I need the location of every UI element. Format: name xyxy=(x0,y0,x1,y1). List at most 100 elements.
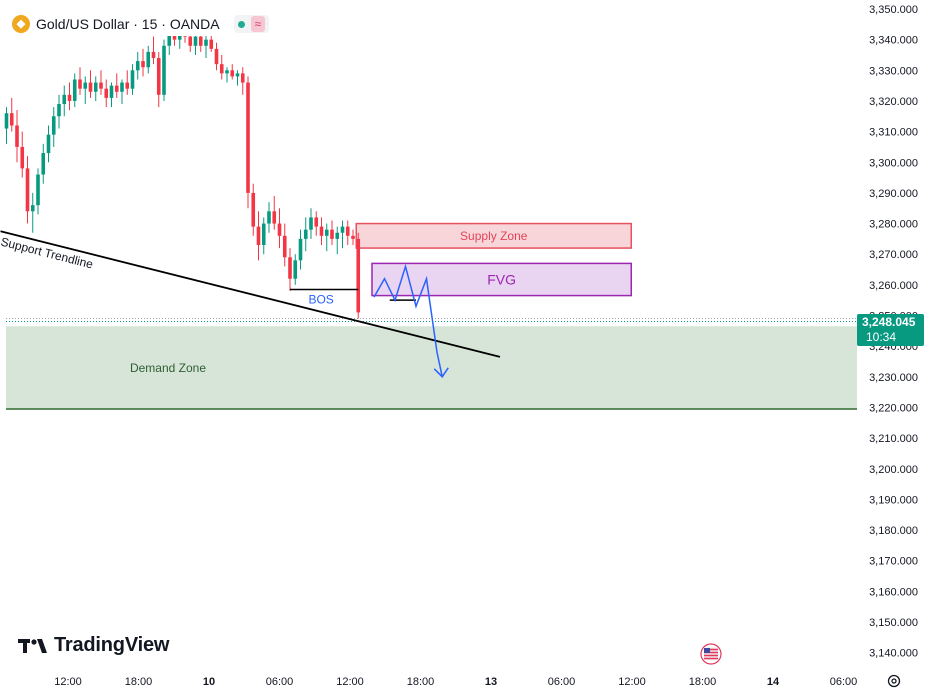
price-tick-label: 3,150.000 xyxy=(869,617,918,629)
candle-body xyxy=(330,229,334,239)
tradingview-logo[interactable]: TradingView xyxy=(18,634,169,657)
candle[interactable] xyxy=(230,64,235,80)
candle[interactable] xyxy=(57,94,61,129)
candle[interactable] xyxy=(36,168,40,215)
candle[interactable] xyxy=(109,82,114,108)
last-price-tag: 3,248.045 10:34 xyxy=(857,314,924,346)
candle[interactable] xyxy=(314,211,319,236)
candle-body xyxy=(282,235,287,258)
candle[interactable] xyxy=(25,156,30,224)
candle-body xyxy=(114,85,119,92)
gear-icon[interactable] xyxy=(886,673,902,689)
projection-arrowhead xyxy=(433,367,449,378)
candle[interactable] xyxy=(246,76,250,209)
candle[interactable] xyxy=(272,195,277,230)
candle-body xyxy=(204,39,208,46)
time-tick-label: 12:00 xyxy=(618,676,646,688)
price-tick-label: 3,170.000 xyxy=(869,556,918,568)
candle[interactable] xyxy=(256,211,261,261)
bos-label: BOS xyxy=(308,292,333,306)
candle[interactable] xyxy=(67,82,72,111)
us-flag-icon[interactable] xyxy=(700,643,722,665)
candle[interactable] xyxy=(30,192,35,233)
candle[interactable] xyxy=(141,48,145,77)
candle[interactable] xyxy=(20,131,25,178)
candle[interactable] xyxy=(235,70,240,86)
candle-body xyxy=(30,205,35,212)
candle[interactable] xyxy=(88,70,93,98)
price-tick-label: 3,270.000 xyxy=(869,249,918,261)
status-badge[interactable]: ≈ xyxy=(233,15,270,33)
candle[interactable] xyxy=(335,226,340,255)
flag-stripe xyxy=(704,648,718,651)
candle[interactable] xyxy=(324,223,329,252)
symbol-title[interactable]: Gold/US Dollar · 15 · OANDA xyxy=(36,16,220,32)
candle-body xyxy=(78,79,82,89)
candle[interactable] xyxy=(277,208,282,249)
candle[interactable] xyxy=(261,217,266,255)
candle[interactable] xyxy=(340,220,345,249)
candle[interactable] xyxy=(298,229,303,270)
gold-coin-icon: ◆ xyxy=(12,15,30,33)
candle[interactable] xyxy=(15,110,19,163)
candle[interactable] xyxy=(120,79,124,105)
candle[interactable] xyxy=(114,73,119,98)
candle[interactable] xyxy=(303,217,308,252)
candle[interactable] xyxy=(78,67,82,95)
candle[interactable] xyxy=(345,220,350,246)
chart-header: ◆ Gold/US Dollar · 15 · OANDA ≈ xyxy=(12,12,270,36)
candle[interactable] xyxy=(130,64,135,95)
time-tick-label: 10 xyxy=(203,676,215,688)
candle[interactable] xyxy=(62,85,67,117)
candle[interactable] xyxy=(319,217,324,246)
candle[interactable] xyxy=(240,67,245,95)
candle[interactable] xyxy=(225,67,229,83)
candle[interactable] xyxy=(251,183,256,236)
candle[interactable] xyxy=(41,143,46,184)
candle[interactable] xyxy=(125,70,130,95)
projection-path[interactable] xyxy=(373,263,443,377)
candle[interactable] xyxy=(219,54,224,80)
candle-body xyxy=(356,238,361,313)
candle-body xyxy=(351,235,355,239)
candle[interactable] xyxy=(162,39,166,101)
candle[interactable] xyxy=(156,51,161,108)
candle[interactable] xyxy=(282,223,287,267)
candle[interactable] xyxy=(267,202,271,233)
candle[interactable] xyxy=(330,220,334,246)
candle[interactable] xyxy=(309,208,313,239)
candle-body xyxy=(309,217,313,230)
candle[interactable] xyxy=(46,125,51,163)
candle[interactable] xyxy=(351,229,355,246)
candle[interactable] xyxy=(104,79,109,108)
candle[interactable] xyxy=(51,107,56,147)
candle[interactable] xyxy=(151,36,156,65)
price-tick-label: 3,320.000 xyxy=(869,96,918,108)
candle[interactable] xyxy=(288,248,292,291)
supply-zone-label: Supply Zone xyxy=(460,229,528,243)
candle[interactable] xyxy=(135,51,140,80)
candle[interactable] xyxy=(4,107,9,144)
candle[interactable] xyxy=(356,232,361,319)
price-tick-label: 3,230.000 xyxy=(869,372,918,384)
support-trendline[interactable] xyxy=(0,230,501,358)
candle[interactable] xyxy=(9,97,14,132)
flag-stripe xyxy=(704,657,718,660)
candle-body xyxy=(267,211,271,224)
candle[interactable] xyxy=(83,76,88,105)
candle[interactable] xyxy=(293,254,298,285)
candle-body xyxy=(209,39,214,49)
candle[interactable] xyxy=(99,70,103,95)
time-axis: 12:00 18:00 10 06:00 12:00 18:00 13 06:00 12:00 1… xyxy=(54,643,857,688)
candle[interactable] xyxy=(72,73,77,108)
candle-body xyxy=(324,229,329,236)
candle[interactable] xyxy=(204,33,208,59)
candle[interactable] xyxy=(214,42,219,71)
candle-body xyxy=(335,232,340,239)
candle-body xyxy=(83,82,88,89)
candle-body xyxy=(225,70,229,74)
candle-body xyxy=(298,238,303,261)
candle[interactable] xyxy=(93,76,98,101)
candle[interactable] xyxy=(146,45,151,74)
